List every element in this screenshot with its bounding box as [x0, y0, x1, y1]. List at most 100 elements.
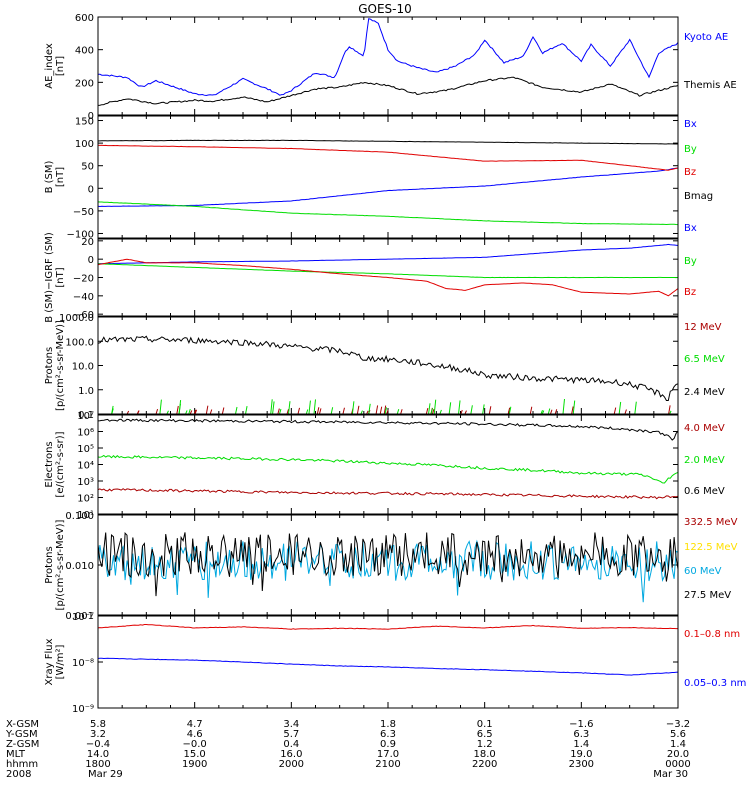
spike [448, 402, 452, 414]
spike [541, 410, 545, 414]
spike [176, 405, 179, 414]
spike [439, 409, 442, 414]
spike [488, 406, 492, 414]
spike [460, 409, 463, 414]
series-0-6-mev [98, 418, 678, 441]
x-row-value: 0.1 [477, 719, 493, 730]
y-tick-label: 50 [81, 162, 94, 173]
y-axis-label-line: [p/(cm²-s-sr-MeV)] [55, 320, 66, 411]
y-tick-label: 10¹ [77, 510, 94, 521]
panel-5: 10¹ 10² 10³ 10⁴ 10⁵ 10⁶ 10⁷ Electrons[e/(cm²-s-… [44, 411, 725, 521]
y-tick-label: −40 [73, 292, 94, 303]
series-0-05-0-3-nm [98, 657, 678, 676]
spike [189, 410, 193, 414]
spike [277, 408, 280, 414]
y-tick-label: 10⁻⁷ [72, 612, 94, 623]
panel-6: 0.0010.0100.100Protons[p/(cm²-s-sr-MeV)]… [44, 511, 738, 622]
spike [386, 409, 389, 414]
plot-frame [97, 615, 679, 709]
x-row-value: 4.7 [187, 719, 203, 730]
spike [554, 409, 558, 414]
y-axis-label-line: [p/(cm²-s-sr-MeV)] [55, 519, 66, 610]
legend-series-themis-ae: Themis AE [683, 80, 737, 91]
spike [316, 407, 320, 414]
spike [194, 409, 198, 414]
spike [624, 409, 627, 414]
y-tick-label: 0 [88, 111, 94, 122]
spike [287, 401, 291, 414]
spike [433, 399, 437, 414]
spike [396, 409, 400, 414]
spike [508, 406, 512, 414]
spike [458, 400, 461, 414]
spike [464, 410, 467, 414]
spike [425, 408, 429, 414]
spike [155, 409, 159, 414]
x-row-value: 20.0 [667, 749, 689, 760]
y-tick-label: 0.010 [65, 561, 94, 572]
spike [278, 408, 282, 414]
spike [193, 409, 197, 414]
x-row-label: X-GSM [6, 719, 39, 730]
y-tick-label: −100 [67, 229, 94, 240]
x-row-value: 6.5 [477, 729, 493, 740]
series-bmag [98, 139, 678, 145]
spike [245, 406, 248, 414]
x-row-value: −0.0 [183, 739, 207, 750]
spike [297, 407, 300, 414]
spike [379, 406, 383, 414]
y-axis-label: B (SM)−IGRF (SM)[nT] [44, 232, 66, 323]
spike [540, 410, 543, 414]
spike [550, 409, 553, 414]
x-row-value: 6.3 [573, 729, 589, 740]
y-tick-label: 400 [75, 46, 94, 57]
y-axis-label: B (SM)[nT] [44, 160, 66, 193]
spike [126, 410, 130, 414]
x-row-value: 2100 [375, 759, 400, 770]
x-row-value: 15.0 [184, 749, 206, 760]
x-row-value: 2300 [569, 759, 594, 770]
spike [235, 406, 238, 414]
plot-frame [97, 16, 679, 116]
series-bz [98, 144, 678, 171]
y-axis-label: Protons[p/(cm²-s-sr-MeV)] [44, 519, 66, 610]
spike [286, 409, 289, 414]
spike [137, 410, 140, 414]
y-tick-label: 10⁻⁸ [72, 658, 94, 669]
spike [313, 399, 316, 414]
series-2-0-mev [98, 454, 678, 484]
y-tick-label: 0.100 [65, 511, 94, 522]
x-row-value: 1.8 [380, 719, 396, 730]
spike [634, 401, 637, 414]
legend-series-by: By [684, 144, 697, 155]
y-tick-label: 10⁵ [77, 444, 94, 455]
spike [178, 403, 181, 414]
y-axis-label-line: B (SM) [44, 160, 55, 193]
spike [400, 409, 403, 414]
y-tick-label: 10⁶ [77, 428, 94, 439]
x-row-value: 5.6 [670, 729, 686, 740]
y-axis-label-line: [nT] [55, 267, 66, 287]
legend-series-12-mev: 12 MeV [684, 322, 722, 333]
spike [209, 409, 213, 414]
x-row-value: 18.0 [474, 749, 496, 760]
y-axis-label: Xray Flux[W/m²] [44, 638, 66, 685]
spike [166, 410, 169, 414]
spike [221, 407, 225, 414]
legend-series-0-6-mev: 0.6 MeV [684, 486, 725, 497]
series-4-0-mev [98, 488, 678, 500]
x-row-label: MLT [6, 749, 26, 760]
spike [547, 408, 551, 414]
x-row-value: −3.2 [666, 719, 690, 730]
legend-series-bz: Bz [684, 167, 696, 178]
x-row-label: hhmm [6, 759, 38, 770]
y-axis-label-line: [nT] [55, 167, 66, 187]
x-row-value: 5.7 [283, 729, 299, 740]
x-row-value: 6.3 [380, 729, 396, 740]
x-row-value: 2200 [472, 759, 497, 770]
x-row-value: 1.4 [670, 739, 686, 750]
y-axis-label-line: Electrons [44, 441, 55, 487]
spike [270, 399, 273, 414]
legend-series-bmag: Bmag [684, 191, 713, 202]
